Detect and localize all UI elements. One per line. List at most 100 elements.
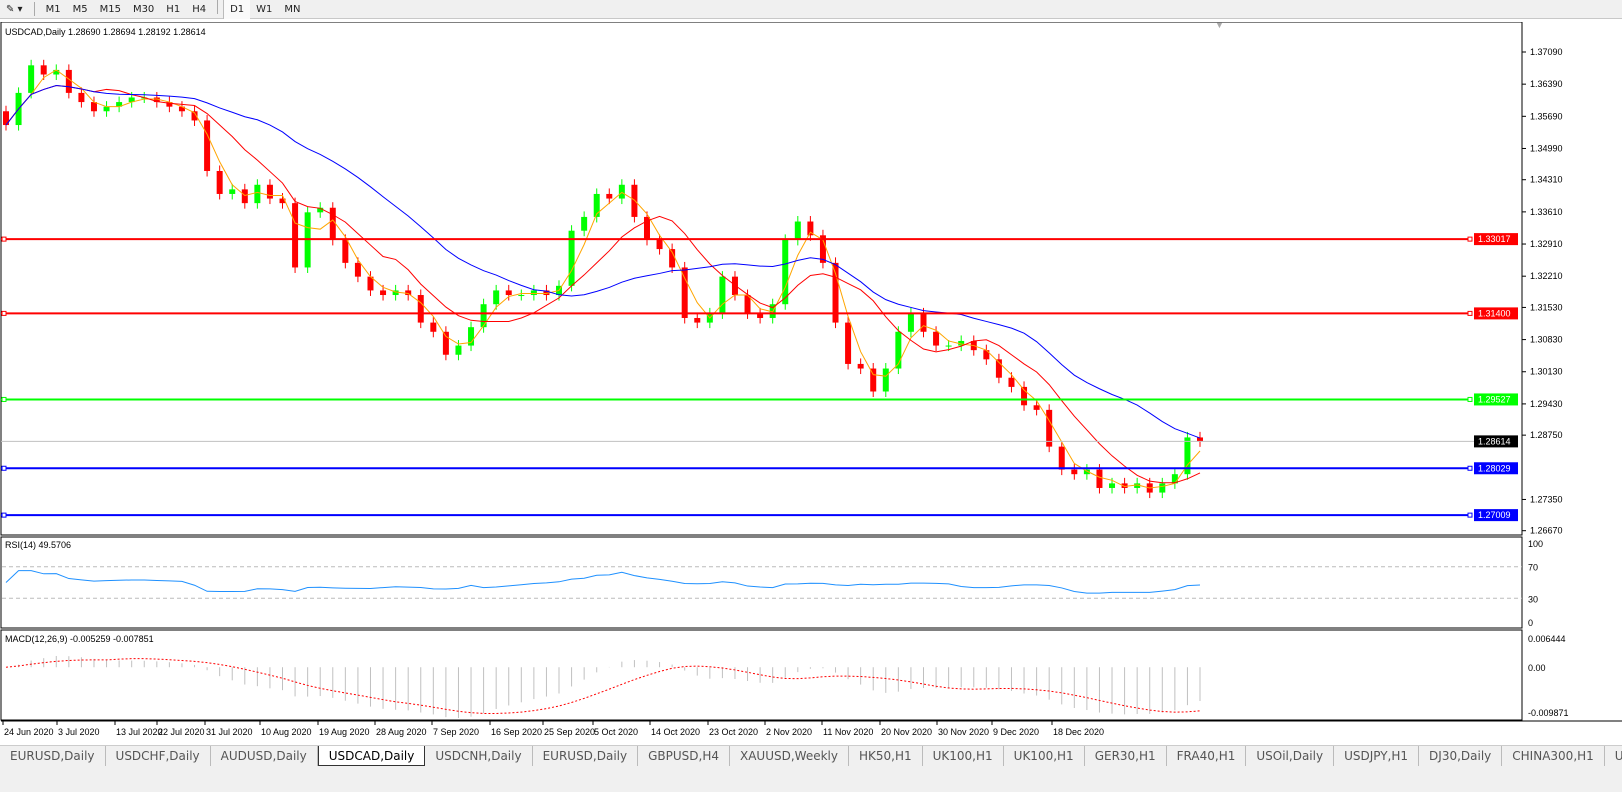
candle-body	[1171, 474, 1178, 484]
timeframe-m5[interactable]: M5	[72, 3, 88, 15]
candle-body	[216, 170, 223, 194]
candle-body	[292, 203, 299, 268]
candle-body	[681, 267, 688, 318]
timeframe-h4[interactable]: H4	[192, 3, 207, 15]
chart-header: USDCAD,Daily 1.28690 1.28694 1.28192 1.2…	[5, 27, 206, 37]
candle-body	[153, 97, 160, 103]
chart-tab[interactable]: XAUUSD,Weekly	[730, 746, 849, 766]
chart-tab[interactable]: USDJPY,H1	[1334, 746, 1420, 766]
candle-body	[90, 102, 97, 112]
rsi-axis-label: 30	[1528, 594, 1538, 604]
price-axis-label: 1.37090	[1530, 47, 1563, 57]
candle-body	[757, 313, 764, 318]
date-axis-label: 10 Aug 2020	[261, 727, 312, 737]
timeframe-m1[interactable]: M1	[45, 3, 61, 15]
chart-tab[interactable]: USDCAD,Daily	[317, 746, 426, 766]
date-axis-label: 2 Nov 2020	[766, 727, 812, 737]
chart-tab[interactable]: USDCNH,Daily	[425, 746, 533, 766]
macd-axis-label: -0.009871	[1528, 708, 1569, 718]
chart-tab[interactable]: CHINA300,H1	[1502, 746, 1605, 766]
price-axis-label: 1.30130	[1530, 367, 1563, 377]
date-axis-label: 22 Jul 2020	[158, 727, 205, 737]
level-price-tag	[1474, 509, 1518, 522]
candle-body	[266, 184, 273, 199]
chart-tab[interactable]: US	[1605, 746, 1622, 766]
candle-body	[568, 230, 575, 286]
candle-body	[166, 102, 173, 107]
candle-body	[380, 290, 387, 296]
candle-body	[3, 111, 9, 126]
candle-body	[581, 216, 588, 231]
date-axis-label: 31 Jul 2020	[206, 727, 253, 737]
chart-tab[interactable]: GER30,H1	[1085, 746, 1167, 766]
candle-body	[1058, 446, 1065, 470]
candle-body	[392, 290, 399, 296]
candle-body	[606, 193, 613, 199]
macd-axis-label: 0.006444	[1528, 634, 1566, 644]
candle-body	[1096, 469, 1103, 488]
chart-tab[interactable]: EURUSD,Daily	[533, 746, 639, 766]
timeframe-h1[interactable]: H1	[166, 3, 181, 15]
chart-tab[interactable]: USDCHF,Daily	[106, 746, 211, 766]
candle-body	[1197, 437, 1203, 442]
rsi-line	[5, 570, 1201, 594]
status-area	[0, 766, 1622, 792]
level-handle-right	[1467, 465, 1473, 471]
date-axis-label: 9 Dec 2020	[993, 727, 1039, 737]
ma-mid-line	[5, 85, 1201, 484]
timeframe-m15[interactable]: M15	[99, 3, 121, 15]
chart-tab[interactable]: GBPUSD,H4	[638, 746, 730, 766]
candle-body	[995, 359, 1002, 378]
candle-body	[65, 69, 72, 93]
date-axis-label: 23 Oct 2020	[709, 727, 758, 737]
level-price-label: 1.33017	[1478, 234, 1511, 244]
candle-body	[945, 345, 952, 347]
price-axis-label: 1.35690	[1530, 111, 1563, 121]
level-handle-left	[1, 396, 7, 402]
candle-body	[543, 290, 550, 296]
chart-tools-dropdown[interactable]: ✎ ▾	[6, 3, 23, 15]
level-handle-right	[1467, 236, 1473, 242]
candle-body	[794, 221, 801, 240]
date-axis-label: 18 Dec 2020	[1053, 727, 1104, 737]
date-axis-label: 25 Sep 2020	[544, 727, 595, 737]
chart-tab[interactable]: AUDUSD,Daily	[211, 746, 318, 766]
timeframe-mn[interactable]: MN	[284, 3, 301, 15]
macd-panel-frame	[0, 629, 1523, 721]
timeframe-m30[interactable]: M30	[132, 3, 155, 15]
candle-body	[719, 276, 726, 314]
candle-body	[1071, 469, 1078, 475]
candle-body	[1008, 377, 1015, 387]
chart-window[interactable]: 1.37090 1.36390 1.35690 1.34990 1.34310 1.336…	[0, 20, 1622, 742]
timeframe-d1[interactable]: D1	[223, 0, 251, 19]
chart-tab[interactable]: DJ30,Daily	[1419, 746, 1503, 766]
date-axis-label: 13 Jul 2020	[116, 727, 163, 737]
candle-body	[455, 345, 462, 355]
chart-tab[interactable]: EURUSD,Daily	[0, 746, 106, 766]
price-axis-label: 1.36390	[1530, 79, 1563, 89]
candle-body	[468, 327, 475, 346]
ma-slow-line	[5, 85, 1201, 439]
candle-body	[518, 295, 525, 297]
chart-tab[interactable]: UK100,H1	[1004, 746, 1085, 766]
candle-body	[53, 69, 60, 75]
chart-tab[interactable]: FRA40,H1	[1167, 746, 1247, 766]
chart-tab[interactable]: USOil,Daily	[1246, 746, 1335, 766]
timeframe-w1[interactable]: W1	[256, 3, 273, 15]
candle-body	[1134, 483, 1141, 488]
candle-body	[1021, 386, 1028, 406]
rsi-axis-label: 0	[1528, 618, 1533, 628]
candle-body	[920, 313, 927, 332]
chart-canvas[interactable]: 1.37090 1.36390 1.35690 1.34990 1.34310 1.336…	[0, 20, 1622, 742]
chart-tab[interactable]: UK100,H1	[923, 746, 1004, 766]
date-axis-label: 3 Jul 2020	[58, 727, 100, 737]
chart-tab[interactable]: HK50,H1	[849, 746, 923, 766]
candle-body	[78, 92, 85, 103]
candle-body	[493, 290, 500, 305]
date-axis-label: 30 Nov 2020	[938, 727, 989, 737]
level-price-tag	[1474, 393, 1518, 406]
candle-body	[116, 102, 123, 107]
candle-body	[103, 106, 110, 112]
price-axis-label: 1.33610	[1530, 207, 1563, 217]
candle-body	[241, 189, 248, 204]
